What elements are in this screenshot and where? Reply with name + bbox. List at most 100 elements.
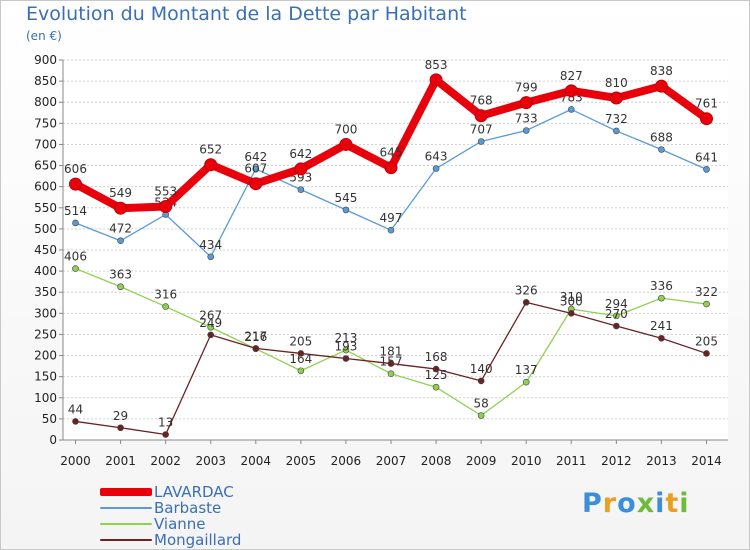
data-label-vianne: 294	[605, 297, 628, 311]
data-point-barbaste	[567, 106, 575, 113]
y-tick-label: 150	[34, 370, 57, 384]
data-label-lavardac: 827	[560, 69, 583, 83]
data-label-mongaillard: 326	[515, 283, 538, 297]
data-point-vianne	[522, 378, 530, 386]
x-tick-label: 2008	[421, 454, 452, 468]
data-point-mongaillard	[658, 334, 665, 342]
data-point-barbaste	[72, 219, 79, 227]
x-tick-label: 2013	[646, 454, 677, 468]
data-point-vianne	[387, 370, 395, 378]
data-label-vianne: 267	[199, 308, 222, 322]
data-point-mongaillard	[387, 360, 395, 367]
data-point-lavardac	[114, 201, 128, 215]
data-point-vianne	[207, 323, 215, 331]
data-point-mongaillard	[117, 424, 124, 432]
data-label-barbaste: 434	[199, 238, 222, 252]
x-tick-label: 2011	[556, 454, 587, 468]
data-label-mongaillard: 300	[560, 294, 583, 308]
x-tick-label: 2003	[195, 454, 226, 468]
data-label-barbaste: 643	[425, 150, 448, 164]
x-tick-label: 2001	[105, 454, 136, 468]
logo-letter: r	[602, 488, 618, 519]
data-point-barbaste	[297, 186, 305, 193]
data-point-mongaillard	[342, 355, 350, 362]
data-label-barbaste: 472	[109, 222, 132, 236]
data-point-lavardac	[609, 91, 623, 105]
data-label-vianne: 58	[474, 397, 489, 411]
data-point-lavardac	[294, 162, 308, 176]
data-point-mongaillard	[567, 310, 575, 317]
data-point-barbaste	[342, 206, 350, 214]
data-label-mongaillard: 44	[68, 402, 83, 416]
y-tick-label: 100	[34, 391, 57, 405]
data-point-mongaillard	[522, 299, 530, 306]
data-label-barbaste: 688	[650, 131, 673, 145]
logo-letter: t	[665, 488, 680, 519]
x-tick-label: 2007	[376, 454, 407, 468]
data-point-barbaste	[703, 166, 710, 173]
legend-label: LAVARDAC	[154, 483, 234, 501]
data-label-mongaillard: 241	[650, 319, 673, 333]
y-tick-label: 600	[34, 180, 57, 194]
data-label-lavardac: 642	[289, 147, 312, 161]
x-tick-label: 2005	[286, 454, 317, 468]
logo-letter: x	[636, 488, 656, 519]
data-point-vianne	[613, 312, 620, 320]
data-label-lavardac: 838	[650, 64, 673, 78]
data-label-lavardac: 607	[244, 162, 267, 176]
y-tick-label: 250	[34, 327, 57, 341]
data-point-barbaste	[252, 165, 260, 173]
data-label-vianne: 216	[244, 330, 267, 344]
y-tick-label: 550	[34, 201, 57, 215]
data-point-lavardac	[700, 112, 713, 126]
logo-letter: i	[655, 488, 666, 519]
data-label-mongaillard: 29	[113, 409, 128, 423]
legend-swatch	[100, 507, 152, 509]
data-label-mongaillard: 217	[244, 329, 267, 343]
x-tick-label: 2009	[466, 454, 497, 468]
data-point-mongaillard	[207, 331, 215, 339]
data-label-vianne: 316	[154, 288, 177, 302]
x-tick-label: 2004	[241, 454, 272, 468]
data-label-vianne: 322	[695, 285, 718, 299]
logo-letter: o	[617, 488, 637, 519]
data-label-lavardac: 768	[470, 94, 493, 108]
data-label-lavardac: 853	[425, 58, 448, 72]
data-point-mongaillard	[297, 350, 305, 357]
y-tick-label: 400	[34, 264, 57, 278]
data-label-mongaillard: 249	[199, 316, 222, 330]
legend-label: Vianne	[154, 515, 206, 533]
data-point-lavardac	[159, 200, 173, 214]
data-label-barbaste: 642	[244, 150, 267, 164]
data-label-barbaste: 497	[380, 211, 403, 225]
data-point-lavardac	[474, 109, 488, 123]
data-label-mongaillard: 193	[334, 340, 357, 354]
data-point-vianne	[703, 300, 710, 308]
y-tick-label: 50	[42, 412, 57, 426]
data-point-barbaste	[207, 253, 215, 261]
y-tick-label: 300	[34, 306, 57, 320]
y-tick-label: 850	[34, 74, 57, 88]
data-label-lavardac: 549	[109, 186, 132, 200]
data-point-vianne	[432, 383, 440, 391]
x-tick-label: 2006	[331, 454, 362, 468]
data-label-mongaillard: 181	[380, 345, 403, 359]
x-tick-label: 2014	[691, 454, 722, 468]
logo-letter: P	[582, 488, 603, 519]
data-point-lavardac	[69, 177, 82, 191]
data-point-barbaste	[477, 138, 485, 145]
data-label-lavardac: 652	[199, 143, 222, 157]
data-label-mongaillard: 13	[158, 416, 173, 430]
data-point-vianne	[477, 412, 485, 419]
data-point-barbaste	[432, 165, 440, 172]
data-point-mongaillard	[477, 377, 485, 385]
chart-unit-label: (en €)	[26, 29, 62, 43]
data-label-mongaillard: 168	[425, 350, 448, 364]
data-point-lavardac	[519, 96, 533, 110]
data-point-mongaillard	[432, 365, 440, 373]
data-label-lavardac: 799	[515, 81, 538, 95]
y-tick-label: 350	[34, 285, 57, 299]
data-point-vianne	[342, 346, 350, 354]
legend-swatch	[100, 523, 152, 525]
